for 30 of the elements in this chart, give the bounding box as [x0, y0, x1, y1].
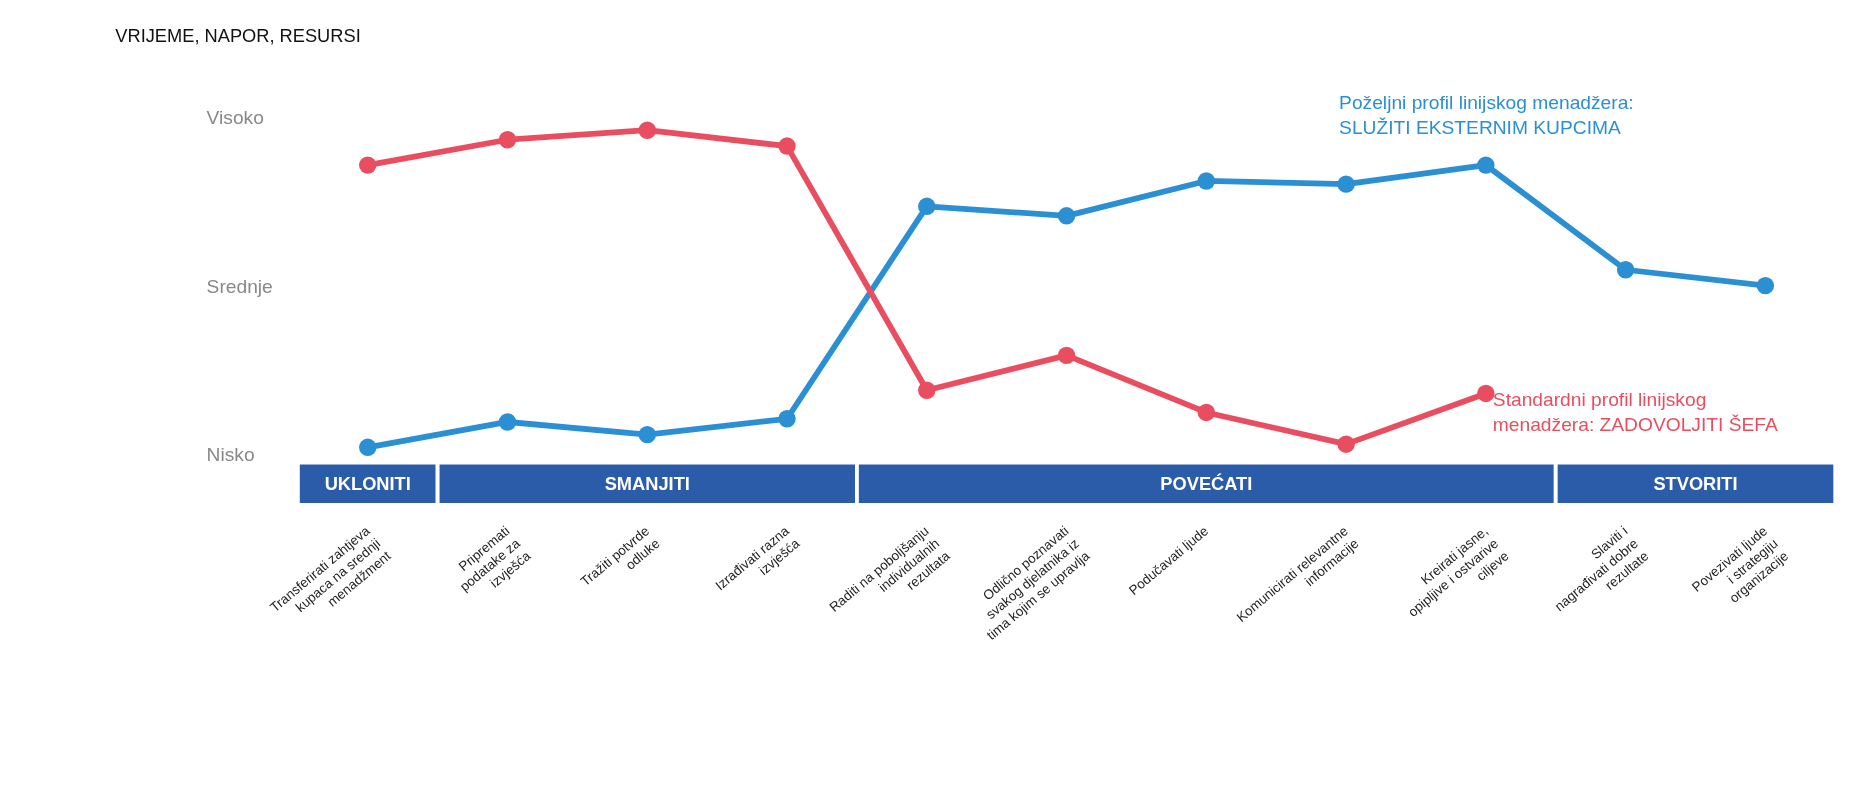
point [1337, 175, 1355, 193]
point [778, 410, 796, 428]
text: Srednje [206, 275, 273, 297]
point [1616, 261, 1635, 279]
point [918, 381, 936, 399]
point [1197, 403, 1216, 422]
text: STVORITI [1653, 472, 1738, 494]
series-label: Poželjni profil linijskog menadžera: SLUŽITI EKSTERNIM KUPCIMA [1339, 92, 1634, 139]
point [918, 197, 936, 216]
point [498, 131, 517, 149]
point [359, 438, 377, 457]
chart-title: VRIJEME, NAPOR, RESURSI [115, 24, 361, 46]
text: Nisko [206, 443, 255, 465]
point [1477, 384, 1495, 403]
point [778, 137, 796, 155]
text: UKLONITI [324, 472, 411, 494]
point [1337, 435, 1355, 453]
series-label: Standardni profil linijskog menadžera: ZADOVOLJITI ŠEFA [1492, 388, 1778, 435]
point [1756, 276, 1775, 295]
point [359, 156, 377, 174]
point [1197, 172, 1216, 190]
point [1057, 207, 1076, 225]
text: POVEĆATI [1160, 472, 1253, 494]
point [638, 425, 656, 444]
text: SMANJITI [604, 472, 690, 494]
point [1477, 156, 1495, 174]
point [638, 121, 656, 139]
point [498, 413, 517, 431]
text: Visoko [206, 107, 264, 129]
point [1057, 346, 1076, 365]
